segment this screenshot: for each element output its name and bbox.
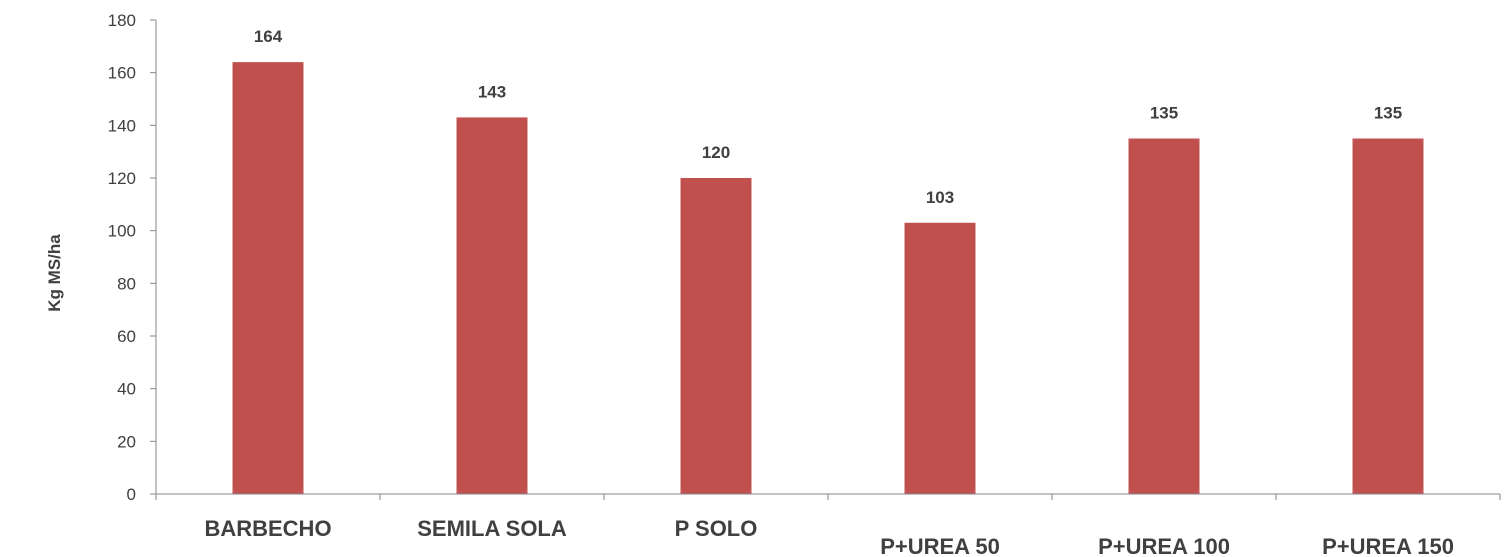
bar (1128, 138, 1200, 494)
data-label: 120 (702, 143, 730, 162)
bar (456, 117, 528, 494)
bar (680, 178, 752, 494)
y-tick-label: 0 (127, 485, 136, 504)
y-axis-title: Kg MS/ha (45, 234, 64, 312)
data-label: 135 (1150, 104, 1178, 123)
y-tick-label: 60 (117, 327, 136, 346)
y-tick-label: 120 (108, 169, 136, 188)
x-category-label: SEMILA SOLA (417, 516, 567, 541)
y-tick-label: 40 (117, 380, 136, 399)
y-tick-label: 80 (117, 274, 136, 293)
x-category-label: P SOLO (675, 516, 758, 541)
x-axis: BARBECHO SEMILA SOLA P SOLO P+UREA 50 P+UREA… (155, 493, 1501, 557)
data-label: 135 (1374, 104, 1402, 123)
data-label: 143 (478, 82, 506, 101)
y-axis: 0 20 40 60 80 100 120 140 160 180 (108, 11, 157, 504)
y-tick-label: 160 (108, 64, 136, 83)
x-category-label: BARBECHO (204, 516, 331, 541)
bars: 164 143 120 103 135 135 (232, 27, 1424, 495)
y-tick-label: 20 (117, 432, 136, 451)
bar (232, 62, 304, 495)
data-label: 164 (254, 27, 283, 46)
x-category-label: P+UREA 100 (1098, 534, 1230, 557)
y-tick-label: 180 (108, 11, 136, 30)
x-category-label: P+UREA 150 (1322, 534, 1454, 557)
x-category-label: P+UREA 50 (880, 534, 1000, 557)
data-label: 103 (926, 188, 954, 207)
bar (904, 222, 976, 494)
bar (1352, 138, 1424, 494)
y-tick-label: 100 (108, 222, 136, 241)
y-tick-label: 140 (108, 116, 136, 135)
